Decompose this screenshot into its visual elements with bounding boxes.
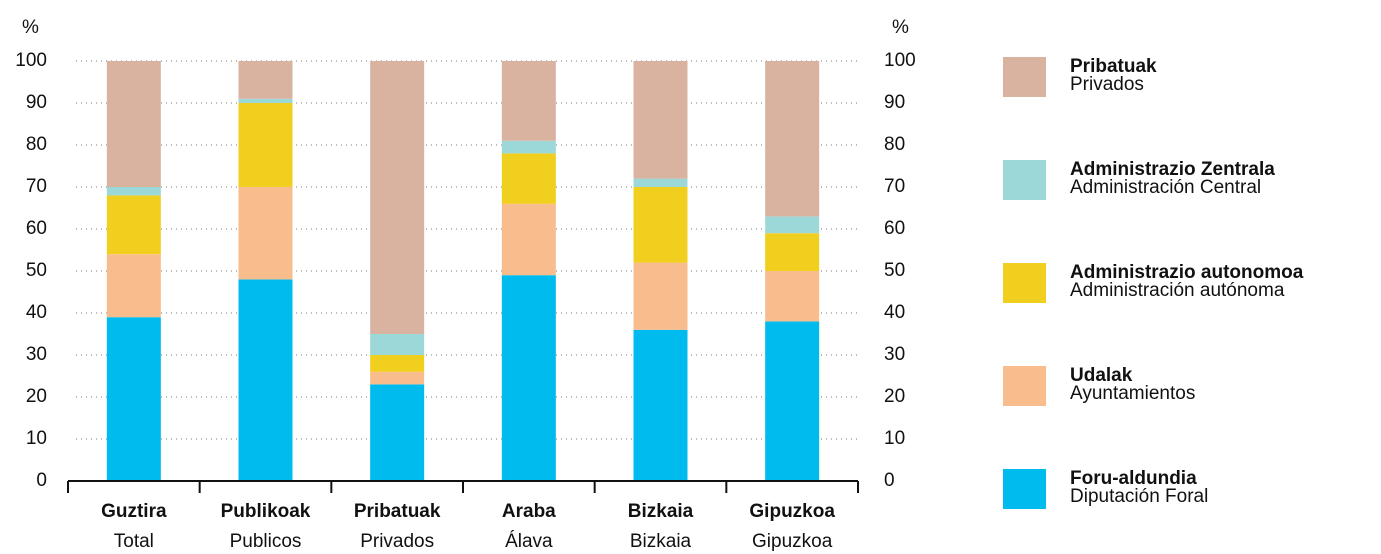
x-tick-sublabel: Publicos [230, 531, 302, 552]
legend-swatch [1003, 57, 1046, 97]
y-tick-label: 30 [26, 344, 47, 365]
y2-tick-label: 100 [884, 50, 916, 71]
y2-tick-label: 90 [884, 92, 905, 113]
bar-segment [501, 203, 556, 276]
bar-segment [238, 103, 293, 187]
y-tick-label: 60 [26, 218, 47, 239]
y2-tick-label: 80 [884, 134, 905, 155]
bar-segment [106, 317, 161, 481]
y2-tick-label: 40 [884, 302, 905, 323]
bar-segment [765, 233, 820, 271]
bar-segment [106, 187, 161, 196]
x-tick-sublabel: Total [114, 531, 154, 552]
legend-label: Administrazio autonomoa [1070, 262, 1304, 283]
bar-segment [501, 61, 556, 141]
y2-tick-label: 30 [884, 344, 905, 365]
bar-segment [238, 187, 293, 280]
legend-swatch [1003, 469, 1046, 509]
y-tick-label: 0 [36, 470, 47, 491]
bar-segment [238, 279, 293, 481]
x-tick-sublabel: Bizkaia [630, 531, 692, 552]
x-tick-sublabel: Gipuzkoa [752, 531, 833, 552]
y-tick-label: 100 [15, 50, 47, 71]
y-axis-label: % [22, 17, 39, 38]
y-tick-label: 10 [26, 428, 47, 449]
bar-segment [765, 271, 820, 322]
legend-sublabel: Diputación Foral [1070, 486, 1208, 507]
legend-sublabel: Administración Central [1070, 177, 1261, 198]
legend-swatch [1003, 160, 1046, 200]
bar-segment [501, 275, 556, 481]
x-tick-label: Publikoak [221, 501, 311, 522]
x-tick-label: Bizkaia [628, 501, 694, 522]
legend-sublabel: Administración autónoma [1070, 280, 1285, 301]
bar-segment [370, 61, 425, 334]
y2-tick-label: 70 [884, 176, 905, 197]
bar-segment [765, 61, 820, 217]
y-tick-label: 70 [26, 176, 47, 197]
x-tick-label: Guztira [101, 501, 167, 522]
legend-label: Foru-aldundia [1070, 468, 1197, 489]
bar-segment [633, 178, 688, 187]
x-tick-sublabel: Álava [505, 531, 553, 552]
y2-tick-label: 60 [884, 218, 905, 239]
y2-tick-label: 20 [884, 386, 905, 407]
bar-segment [370, 334, 425, 355]
y2-axis-label: % [892, 17, 909, 38]
y-tick-label: 90 [26, 92, 47, 113]
legend-swatch [1003, 263, 1046, 303]
bar-segment [238, 98, 293, 103]
legend-label: Udalak [1070, 365, 1133, 386]
legend-sublabel: Privados [1070, 74, 1144, 95]
y-tick-label: 50 [26, 260, 47, 281]
x-tick-label: Araba [502, 501, 556, 522]
legend-sublabel: Ayuntamientos [1070, 383, 1195, 404]
x-tick-label: Pribatuak [354, 501, 441, 522]
y-tick-label: 40 [26, 302, 47, 323]
bar-segment [370, 384, 425, 481]
bar-segment [501, 153, 556, 204]
y2-tick-label: 50 [884, 260, 905, 281]
bar-segment [238, 61, 293, 99]
bar-segment [633, 61, 688, 179]
y2-tick-label: 10 [884, 428, 905, 449]
bar-segment [765, 321, 820, 481]
y2-tick-label: 0 [884, 470, 895, 491]
bar-segment [765, 216, 820, 234]
x-tick-sublabel: Privados [360, 531, 434, 552]
legend-label: Pribatuak [1070, 56, 1157, 77]
y-tick-label: 20 [26, 386, 47, 407]
bar-segment [633, 329, 688, 481]
legend-swatch [1003, 366, 1046, 406]
bar-segment [106, 195, 161, 255]
bar-segment [370, 355, 425, 372]
y-tick-label: 80 [26, 134, 47, 155]
bar-segment [501, 140, 556, 154]
legend-label: Administrazio Zentrala [1070, 159, 1275, 180]
bar-segment [106, 254, 161, 318]
bar-segment [633, 262, 688, 330]
x-tick-label: Gipuzkoa [749, 501, 835, 522]
bar-segment [106, 61, 161, 187]
bar-segment [633, 187, 688, 263]
bar-segment [370, 371, 425, 385]
